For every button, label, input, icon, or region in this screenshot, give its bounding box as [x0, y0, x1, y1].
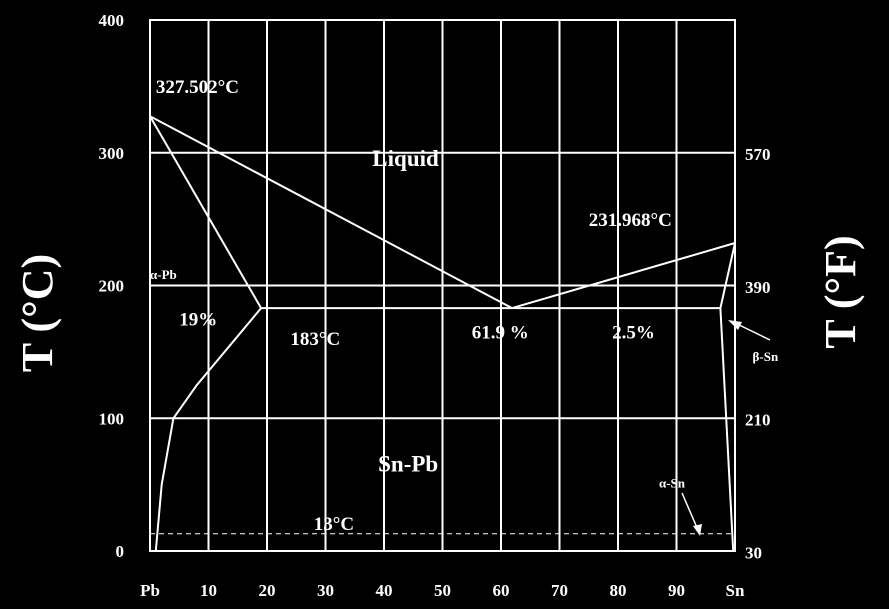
x-tick-label-5: 50: [434, 581, 451, 600]
grid: [149, 19, 736, 552]
annotation-eutectic-comp: 61.9 %: [472, 323, 529, 344]
y-tick-label-left-3: 300: [99, 144, 125, 163]
y-tick-label-right-2: 390: [745, 278, 771, 297]
y-tick-label-left-0: 0: [116, 542, 125, 561]
beta-sn-arrowhead: [728, 320, 742, 330]
x-tick-label-10: Sn: [726, 581, 745, 600]
alpha-sn-arrowhead: [693, 524, 702, 536]
x-tick-label-9: 90: [668, 581, 685, 600]
x-tick-label-0: Pb: [140, 581, 160, 600]
series-solvus-pb: [154, 307, 262, 552]
series-solidus-pb: [149, 115, 262, 309]
y-tick-label-left-2: 200: [99, 277, 125, 296]
annotation-pct-19: 19%: [179, 309, 217, 330]
x-tick-label-7: 70: [551, 581, 568, 600]
y-axis-label-right: T (°F): [816, 235, 865, 348]
y-tick-label-left-4: 400: [99, 11, 125, 30]
annotation-sn-pb: Sn-Pb: [378, 451, 438, 476]
annotation-eutectic-temp: 183°C: [290, 329, 340, 350]
y-axis-label-left: T (°C): [13, 254, 62, 372]
alpha-sn-arrow: [681, 492, 699, 531]
series-solidus-sn: [719, 242, 736, 309]
annotation-arrows: [681, 320, 771, 536]
x-tick-label-1: 10: [200, 581, 217, 600]
series-liquidus-right: [511, 242, 736, 310]
x-tick-label-6: 60: [493, 581, 510, 600]
y-tick-label-right-3: 570: [745, 145, 771, 164]
annotation-pct-2-5: 2.5%: [612, 323, 655, 344]
series-lines: [149, 115, 736, 552]
annotations: 327.502°C Liquid 231.968°C α-Pb 19% 183°C 61.9…: [150, 77, 779, 535]
y-tick-label-right-0: 30: [745, 543, 762, 562]
y-tick-label-right-1: 210: [745, 411, 771, 430]
x-tick-label-2: 20: [259, 581, 276, 600]
annotation-beta-sn: β-Sn: [753, 349, 779, 364]
series-liquidus-left: [149, 115, 513, 309]
x-tick-label-3: 30: [317, 581, 334, 600]
annotation-alpha-pb: α-Pb: [150, 267, 177, 282]
tick-labels: Pb 10 20 30 40 50 60 70 80 90 Sn 0 100 200 300 400 30 210…: [99, 11, 771, 600]
annotation-pb-melting: 327.502°C: [156, 77, 239, 98]
annotation-temp-13: 13°C: [314, 514, 354, 535]
annotation-liquid: Liquid: [372, 146, 439, 171]
series-solvus-sn: [719, 308, 735, 552]
annotation-alpha-sn: α-Sn: [659, 475, 686, 490]
annotation-sn-melting: 231.968°C: [589, 210, 672, 231]
x-tick-label-4: 40: [376, 581, 393, 600]
x-tick-label-8: 80: [610, 581, 627, 600]
y-tick-label-left-1: 100: [99, 409, 125, 428]
